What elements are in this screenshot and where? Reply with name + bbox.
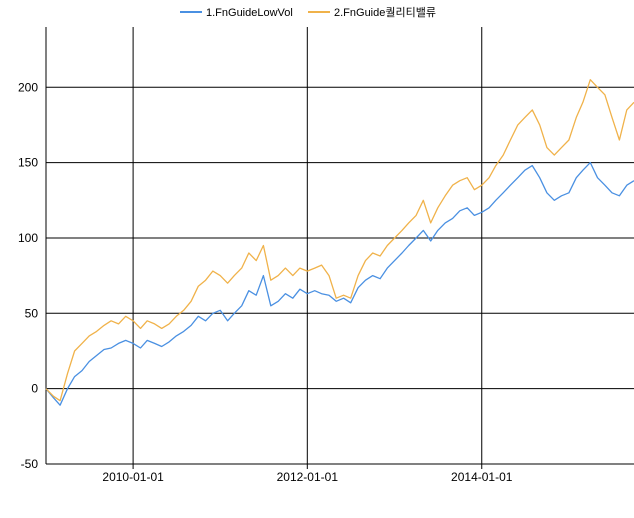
legend-label-2: 2.FnGuide퀄리티밸류: [334, 6, 436, 19]
y-tick-label: -50: [21, 457, 39, 471]
y-tick-label: 100: [18, 231, 38, 245]
y-tick-label: 200: [18, 80, 38, 94]
legend-label-1: 1.FnGuideLowVol: [206, 7, 293, 19]
axes: -50 0 50 100 150 200 2010-01-01 2012-01-01 2014-…: [18, 27, 634, 484]
series-group: [45, 79, 634, 406]
x-tick-label: 2010-01-01: [102, 470, 164, 484]
y-tick-label: 0: [31, 382, 38, 396]
x-tick-label: 2014-01-01: [451, 470, 513, 484]
y-tick-label: 150: [18, 156, 38, 170]
y-tick-label: 50: [25, 306, 39, 320]
x-tick-label: 2012-01-01: [277, 470, 339, 484]
series-line-2: [45, 79, 634, 402]
series-line-1: [45, 161, 634, 406]
legend: 1.FnGuideLowVol 2.FnGuide퀄리티밸류: [180, 6, 436, 19]
grid-lines: [46, 27, 634, 465]
